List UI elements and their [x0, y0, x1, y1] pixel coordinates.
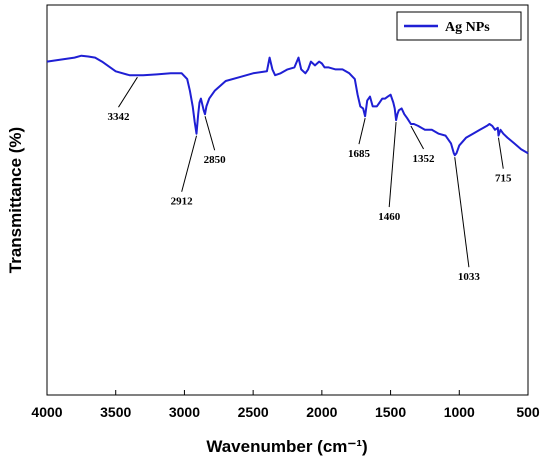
series-line-ag-nps — [46, 54, 529, 157]
peak-label: 2912 — [171, 196, 194, 208]
peak-leader-line — [181, 135, 198, 192]
peak-leader-line — [118, 76, 138, 108]
peak-leader-line — [454, 157, 470, 268]
peak-label: 1033 — [458, 271, 481, 283]
x-axis-ticks: 4000 3500 3000 2500 2000 1500 1000 500 — [31, 390, 540, 420]
peak-label: 1352 — [413, 153, 436, 165]
x-tick-label: 2000 — [306, 404, 337, 420]
peak-label: 2850 — [204, 154, 227, 166]
peak-label: 1685 — [348, 148, 371, 160]
x-tick-label: 3000 — [169, 404, 200, 420]
legend-entry-ag-nps: Ag NPs — [445, 20, 490, 35]
x-tick-label: 3500 — [100, 404, 131, 420]
peak-leader-line — [358, 118, 366, 145]
x-axis-title: Wavenumber (cm⁻¹) — [206, 437, 367, 456]
peak-label: 715 — [495, 173, 512, 185]
peak-leader-line — [410, 125, 424, 150]
x-tick-label: 500 — [516, 404, 540, 420]
peak-label: 1460 — [378, 211, 401, 223]
peak-annotations: 3342 2912 2850 1685 1460 1352 1033 715 — [107, 76, 512, 283]
legend: Ag NPs — [396, 11, 522, 41]
plot-frame — [46, 4, 529, 396]
peak-leader-line — [388, 122, 397, 208]
x-tick-label: 1000 — [444, 404, 475, 420]
y-axis-title: Transmittance (%) — [6, 127, 25, 273]
peak-leader-line — [497, 137, 504, 169]
x-tick-label: 1500 — [375, 404, 406, 420]
peak-leader-line — [204, 116, 216, 151]
peak-label: 3342 — [107, 111, 130, 123]
x-tick-label: 2500 — [238, 404, 269, 420]
x-tick-label: 4000 — [31, 404, 62, 420]
